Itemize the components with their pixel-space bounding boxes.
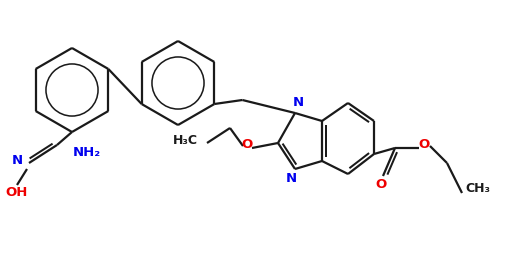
Text: NH₂: NH₂ (73, 146, 101, 159)
Text: OH: OH (6, 187, 28, 199)
Text: N: N (285, 173, 296, 186)
Text: CH₃: CH₃ (465, 182, 490, 195)
Text: N: N (11, 155, 23, 168)
Text: O: O (418, 138, 430, 151)
Text: N: N (292, 97, 304, 110)
Text: O: O (241, 139, 252, 151)
Text: H₃C: H₃C (173, 133, 198, 146)
Text: O: O (375, 177, 387, 191)
